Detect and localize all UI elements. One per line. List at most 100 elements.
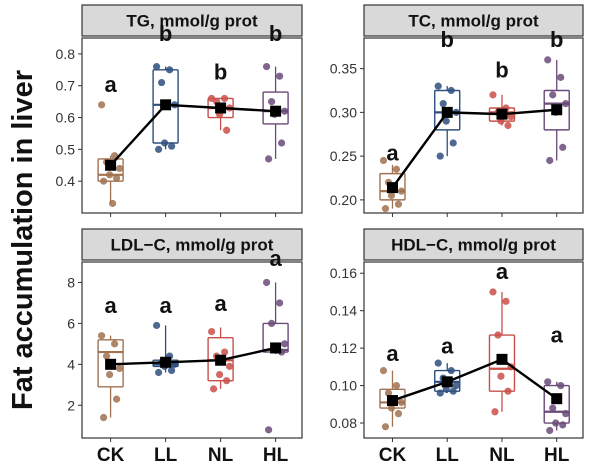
x-tick-label: HL — [544, 445, 570, 466]
data-point — [507, 113, 515, 121]
data-point — [491, 408, 499, 416]
mean-marker — [270, 105, 282, 117]
data-point — [559, 421, 567, 429]
x-tick-label: NL — [489, 445, 515, 466]
data-point — [221, 94, 229, 103]
chart-panel-1: TG, mmol/g prot 0.4 0.5 0.6 0.7 0.8 a b b b — [56, 4, 303, 217]
facet-strip — [363, 4, 584, 37]
data-point — [544, 56, 552, 64]
facet-strip — [363, 228, 584, 261]
data-point — [497, 372, 505, 380]
mean-marker — [441, 106, 453, 118]
data-point — [447, 86, 455, 95]
mean-marker — [160, 99, 172, 111]
y-tick-label: 6 — [67, 315, 75, 331]
chart-panel-2: TC, mmol/g prot 0.20 0.25 0.30 0.35 a b b b — [330, 4, 584, 217]
data-point — [153, 63, 161, 71]
data-point — [439, 100, 447, 108]
data-point — [489, 91, 497, 99]
y-tick-label: 2 — [67, 397, 75, 413]
data-point — [504, 121, 512, 130]
significance-letter: b — [440, 27, 453, 52]
significance-letter: a — [104, 72, 117, 97]
data-point — [223, 126, 231, 134]
data-point — [155, 145, 163, 153]
data-point — [442, 385, 450, 393]
data-point — [557, 381, 565, 390]
data-point — [223, 377, 231, 385]
data-point — [265, 426, 273, 434]
data-point — [449, 139, 457, 147]
y-tick-label: 0.6 — [56, 110, 76, 126]
data-point — [116, 364, 124, 373]
data-point — [116, 164, 124, 173]
significance-letter: a — [386, 141, 399, 166]
significance-letter: b — [214, 59, 227, 84]
mean-line — [109, 103, 276, 167]
y-tick-label: 0.20 — [330, 192, 357, 208]
data-point — [434, 359, 442, 367]
significance-letter: a — [104, 293, 117, 318]
y-tick-label: 0.5 — [56, 141, 76, 157]
y-tick-label: 0.25 — [330, 148, 357, 164]
facet-strip — [81, 4, 303, 37]
y-tick-label: 8 — [67, 274, 75, 290]
data-point — [106, 171, 114, 179]
data-point — [263, 278, 271, 287]
chart-panel-3: LDL−C, mmol/g prot 2 4 6 8 CK LL NL HL a a a a — [67, 228, 303, 466]
data-point — [549, 91, 557, 99]
data-point — [379, 156, 388, 165]
significance-letter: b — [550, 27, 563, 52]
data-point — [504, 387, 512, 395]
data-point — [494, 331, 502, 339]
data-point — [106, 370, 114, 379]
data-point — [155, 368, 163, 377]
data-point — [379, 366, 388, 375]
data-point — [549, 404, 557, 412]
data-point — [559, 143, 567, 151]
facet-title: LDL−C, mmol/g prot — [111, 236, 274, 255]
facet-title: TG, mmol/g prot — [126, 12, 258, 31]
data-point — [502, 297, 510, 305]
data-point — [268, 319, 276, 327]
data-point — [449, 387, 457, 395]
data-point — [100, 413, 108, 422]
data-point — [265, 155, 273, 163]
mean-marker — [215, 354, 227, 366]
data-point — [276, 72, 284, 80]
y-tick-label: 0.10 — [330, 378, 357, 394]
data-point — [109, 199, 117, 208]
mean-marker — [551, 104, 563, 116]
data-point — [158, 78, 166, 87]
data-point — [436, 152, 444, 160]
x-tick-label: LL — [436, 445, 460, 466]
data-point — [442, 117, 450, 125]
data-point — [452, 381, 460, 390]
data-point — [111, 340, 119, 348]
data-point — [546, 426, 554, 435]
data-point — [153, 321, 161, 330]
data-point — [208, 327, 216, 336]
y-tick-label: 0.8 — [56, 46, 76, 62]
mean-marker — [551, 393, 563, 405]
mean-marker — [105, 358, 117, 370]
x-tick-label: NL — [208, 445, 234, 466]
data-point — [384, 389, 393, 397]
data-point — [392, 381, 401, 390]
data-point — [546, 156, 554, 165]
data-point — [552, 419, 560, 427]
data-point — [281, 340, 289, 348]
x-tick-label: CK — [97, 445, 125, 466]
mean-marker — [496, 108, 508, 120]
significance-letter: a — [551, 323, 564, 348]
data-point — [100, 177, 108, 185]
x-tick-label: CK — [379, 445, 407, 466]
data-point — [263, 63, 271, 71]
significance-letter: b — [495, 57, 508, 82]
mean-marker — [270, 342, 282, 354]
data-point — [447, 366, 455, 375]
y-tick-label: 0.30 — [330, 104, 357, 120]
data-point — [381, 423, 390, 431]
x-tick-label: LL — [154, 445, 178, 466]
mean-marker — [496, 353, 508, 365]
